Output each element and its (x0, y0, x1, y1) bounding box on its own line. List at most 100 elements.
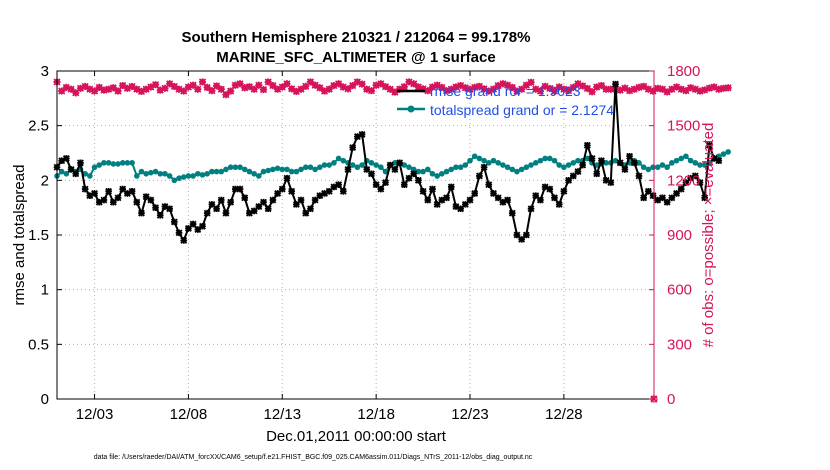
totalspread-series-point (378, 164, 384, 171)
rmse-series-point (616, 159, 624, 167)
obs-evaluated-point (705, 84, 713, 92)
obs-evaluated-point (236, 80, 244, 88)
obs-evaluated-point (302, 82, 310, 90)
rmse-series-point (189, 220, 197, 228)
rmse-series-point (391, 165, 399, 173)
totalspread-series-point (570, 160, 577, 166)
rmse-series-point (203, 209, 211, 217)
totalspread-series-point (504, 164, 511, 171)
totalspread-series-point (725, 149, 731, 155)
totalspread-series-point (340, 157, 347, 164)
obs-evaluated-point (546, 84, 554, 93)
rmse-series-point (335, 181, 343, 189)
obs-evaluated-point (58, 87, 66, 95)
obs-evaluated-point (574, 80, 582, 88)
rmse-series-point (297, 196, 305, 204)
rmse-series-point (307, 205, 314, 213)
rmse-series-point (649, 192, 657, 200)
x-tick-label: 12/03 (76, 406, 114, 423)
totalspread-series-point (457, 164, 464, 171)
y2-tick-label: 900 (667, 227, 692, 244)
obs-evaluated-point (710, 83, 718, 91)
totalspread-series-point (152, 168, 159, 175)
rmse-series-point (536, 196, 544, 204)
rmse-series-point (311, 196, 319, 204)
totalspread-series-point (575, 157, 581, 164)
obs-evaluated-point (203, 83, 211, 91)
y2-tick-label: 300 (667, 336, 692, 353)
obs-evaluated-point (522, 81, 530, 89)
rmse-series-point (382, 179, 389, 186)
rmse-series-point (208, 200, 216, 208)
rmse-series-point (227, 198, 235, 206)
totalspread-series-point (190, 173, 196, 179)
obs-evaluated-point (273, 85, 282, 93)
totalspread-series-point (640, 164, 647, 171)
totalspread-series-point (410, 166, 417, 173)
rmse-series-point (438, 196, 446, 204)
rmse-series-point (546, 185, 554, 193)
totalspread-series-point (157, 170, 164, 177)
totalspread-series-point (63, 170, 70, 177)
totalspread-series-point (368, 160, 375, 166)
rmse-series-point (466, 196, 474, 204)
totalspread-series-point (105, 160, 112, 166)
rmse-series-point (152, 204, 159, 212)
totalspread-series-point (523, 164, 530, 171)
rmse-series-point (551, 194, 558, 202)
rmse-series-point (255, 203, 263, 211)
obs-evaluated-point (494, 81, 502, 90)
rmse-series-point (339, 187, 347, 195)
totalspread-series-point (678, 155, 685, 162)
x-tick-label: 12/28 (545, 406, 583, 423)
obs-evaluated-point (532, 85, 540, 93)
rmse-series-point (349, 144, 357, 151)
obs-evaluated-point (719, 84, 728, 92)
obs-evaluated-point (76, 84, 85, 92)
rmse-series-point (715, 157, 723, 165)
rmse-series-point (58, 157, 66, 165)
rmse-series-point (175, 229, 183, 237)
totalspread-series-point (119, 160, 126, 166)
y-tick-label: 0 (41, 391, 49, 408)
totalspread-series-point (664, 164, 670, 171)
obs-evaluated-point (288, 85, 296, 93)
rmse-series-point (278, 185, 286, 193)
rmse-series-point (213, 205, 221, 213)
totalspread-series-point (495, 160, 501, 166)
totalspread-series-point (251, 170, 257, 177)
obs-evaluated-point (433, 81, 441, 89)
obs-evaluated-point (325, 85, 333, 93)
obs-evaluated-point (489, 85, 498, 93)
y-tick-label: 0.5 (28, 336, 49, 353)
totalspread-series-point (636, 160, 642, 166)
rmse-series-point (77, 159, 84, 167)
rmse-series-point (583, 141, 591, 149)
obs-evaluated-point (151, 81, 160, 89)
obs-evaluated-point (419, 85, 427, 93)
obs-evaluated-point (396, 85, 404, 93)
totalspread-series-point (453, 164, 459, 171)
obs-evaluated-point (330, 81, 338, 90)
rmse-series-point (372, 181, 380, 189)
obs-evaluated-point (320, 87, 329, 95)
rmse-series-point (710, 155, 718, 162)
obs-evaluated-point (161, 84, 169, 92)
obs-evaluated-point (353, 78, 361, 86)
obs-evaluated-point (259, 85, 268, 94)
rmse-series-point (663, 198, 671, 206)
rmse-series-point (292, 200, 300, 208)
totalspread-series-point (284, 166, 290, 173)
rmse-series-point (522, 231, 530, 239)
y2-tick-label: 600 (667, 282, 692, 299)
rmse-series-point (363, 165, 371, 173)
obs-evaluated-point (250, 85, 258, 93)
obs-evaluated-point (212, 82, 221, 90)
obs-evaluated-point (593, 83, 601, 91)
rmse-series-point (133, 198, 141, 206)
rmse-series-point (100, 196, 108, 204)
obs-evaluated-point (687, 84, 695, 92)
obs-evaluated-point (508, 83, 516, 91)
obs-evaluated-point (438, 83, 446, 91)
rmse-series-point (386, 161, 394, 169)
